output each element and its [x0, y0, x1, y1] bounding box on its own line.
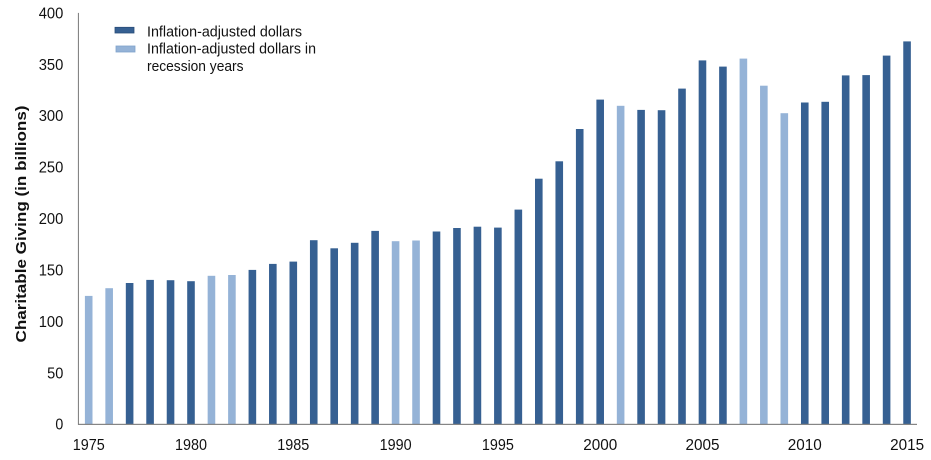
svg-text:Charitable Giving (in billions: Charitable Giving (in billions) — [13, 106, 30, 343]
svg-text:2000: 2000 — [583, 437, 617, 454]
svg-text:0: 0 — [55, 417, 63, 434]
svg-text:1975: 1975 — [73, 437, 105, 454]
svg-text:150: 150 — [39, 263, 64, 280]
svg-text:2005: 2005 — [686, 437, 720, 454]
svg-text:1985: 1985 — [277, 437, 309, 454]
svg-text:200: 200 — [39, 211, 64, 228]
svg-text:1980: 1980 — [175, 437, 207, 454]
svg-text:250: 250 — [39, 160, 64, 177]
svg-text:recession years: recession years — [147, 59, 244, 75]
svg-text:Inflation-adjusted dollars: Inflation-adjusted dollars — [147, 25, 302, 41]
svg-text:400: 400 — [39, 5, 64, 22]
svg-text:350: 350 — [39, 57, 64, 74]
svg-text:1990: 1990 — [380, 437, 412, 454]
svg-text:300: 300 — [39, 108, 64, 125]
svg-text:50: 50 — [47, 365, 63, 382]
svg-text:Inflation-adjusted dollars in: Inflation-adjusted dollars in — [147, 41, 316, 57]
svg-text:1995: 1995 — [482, 437, 514, 454]
svg-text:100: 100 — [39, 314, 64, 331]
svg-text:2010: 2010 — [788, 437, 822, 454]
svg-text:2015: 2015 — [890, 437, 924, 454]
